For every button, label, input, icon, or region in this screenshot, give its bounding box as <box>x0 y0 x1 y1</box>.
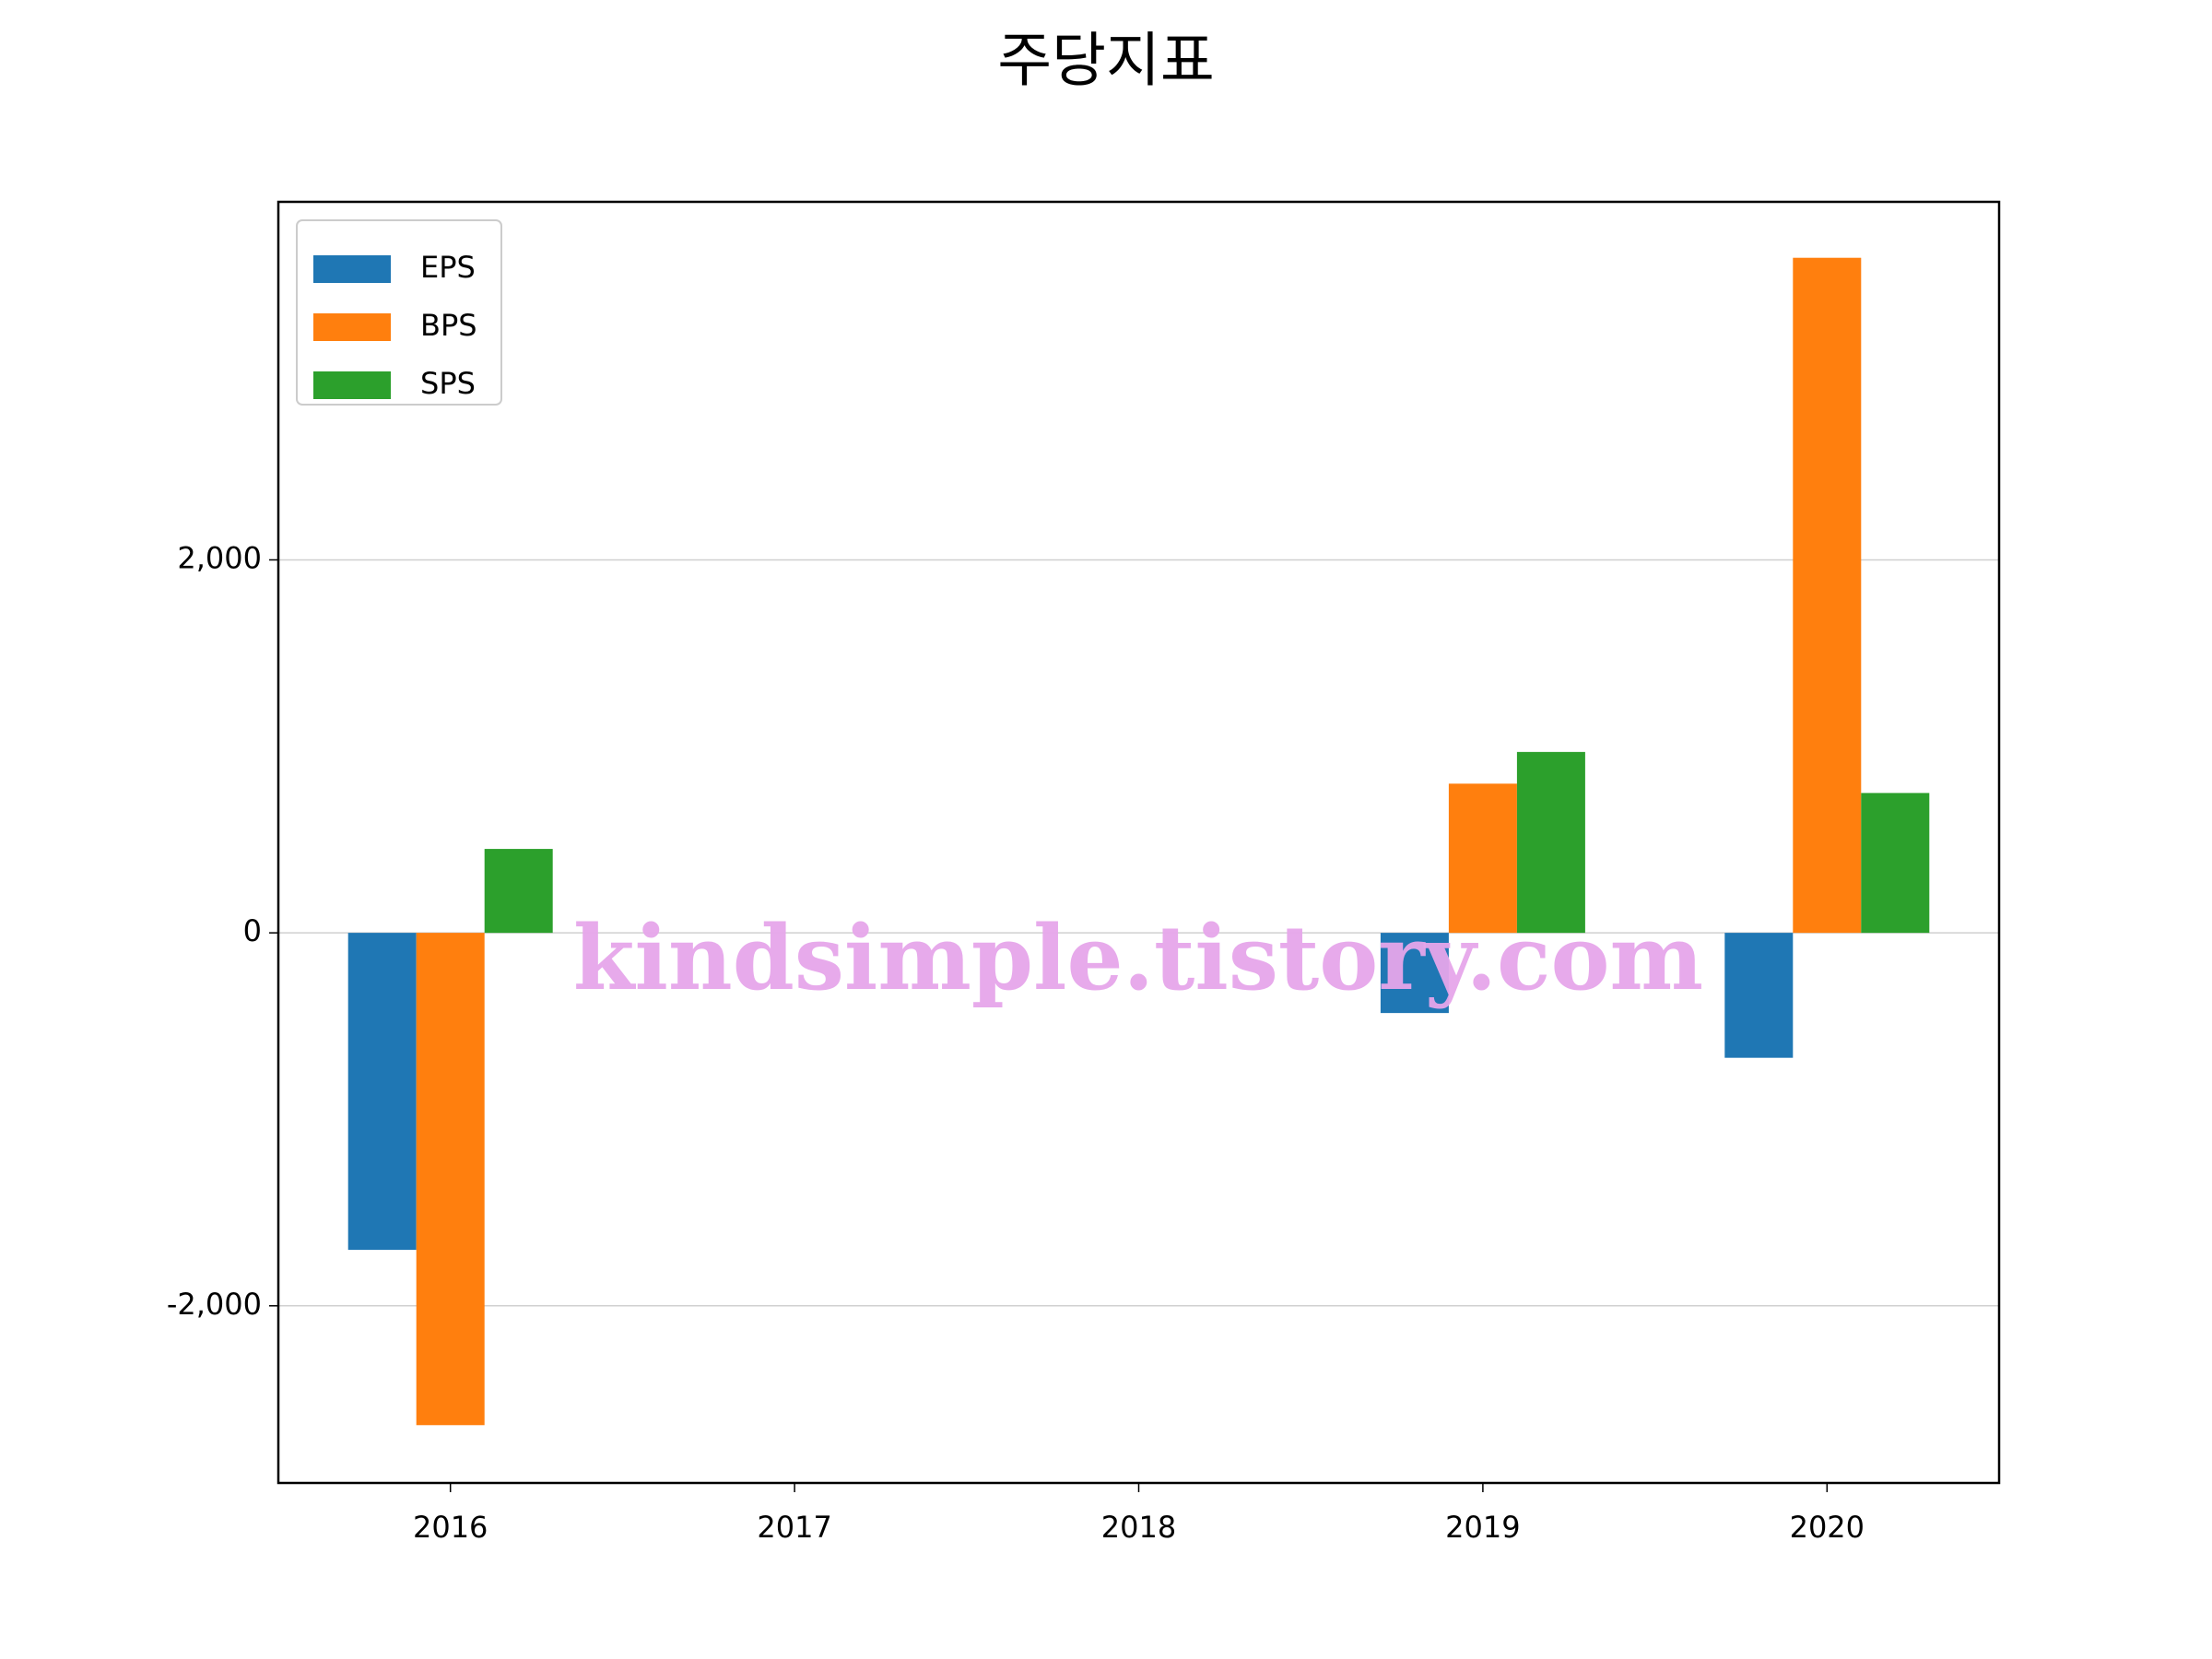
bar <box>347 933 417 1251</box>
x-tick-label: 2016 <box>413 1510 488 1545</box>
y-tick-label: 0 <box>243 913 262 948</box>
bar <box>1793 257 1862 934</box>
watermark: kindsimple.tistory.com <box>573 906 1703 1010</box>
bar <box>1861 793 1930 934</box>
bar <box>1724 933 1794 1058</box>
x-tick-label: 2017 <box>757 1510 831 1545</box>
y-tick-label: 2,000 <box>177 540 262 575</box>
x-tick-label: 2019 <box>1445 1510 1520 1545</box>
plot-frame <box>276 200 2001 1485</box>
legend-swatch <box>313 313 391 341</box>
x-tick-label: 2020 <box>1790 1510 1865 1545</box>
y-tick-label: -2,000 <box>167 1287 262 1322</box>
bar <box>1380 933 1449 1014</box>
x-tick-label: 2018 <box>1101 1510 1176 1545</box>
bar <box>1516 751 1585 934</box>
chart-title: 주당지표 <box>997 28 1215 96</box>
bar <box>1448 783 1517 934</box>
legend-label: SPS <box>420 366 476 401</box>
legend-swatch <box>313 371 391 399</box>
legend-label: EPS <box>420 250 476 285</box>
legend-swatch <box>313 255 391 283</box>
bar <box>416 933 485 1426</box>
bar <box>484 849 553 934</box>
legend-label: BPS <box>420 308 477 343</box>
